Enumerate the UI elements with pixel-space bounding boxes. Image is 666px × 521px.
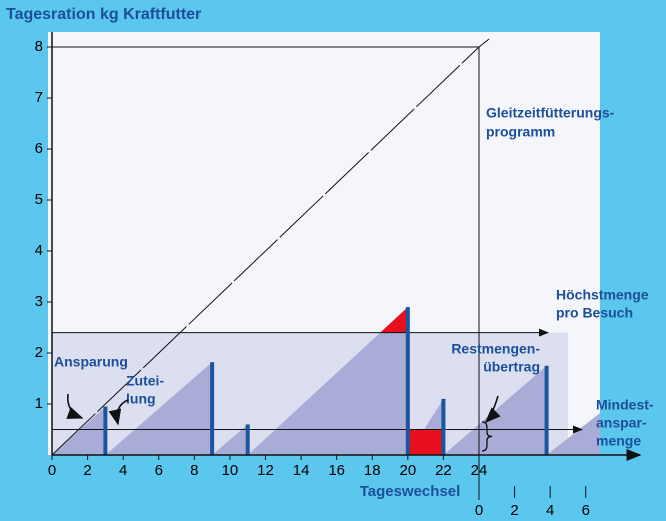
y-tick-label: 7 — [35, 89, 43, 106]
x-tick-label: 22 — [435, 462, 452, 479]
ramp — [546, 413, 600, 455]
min-label: anspar- — [596, 415, 647, 431]
saving-arrow — [66, 393, 84, 419]
allot-arrow — [108, 399, 129, 426]
allocation — [544, 365, 549, 455]
ration-ext — [478, 38, 490, 48]
allocation — [441, 398, 446, 455]
allot-label: Zutei- — [126, 373, 164, 389]
next-day-tick-label: 2 — [510, 502, 518, 519]
max-label: pro Besuch — [556, 305, 633, 321]
x-tick-label: 14 — [293, 462, 310, 479]
y-tick-label: 8 — [35, 38, 43, 55]
x-tick-label: 2 — [83, 462, 91, 479]
x-tick-label: 20 — [399, 462, 416, 479]
chart-title: Tagesration kg Kraftfutter — [6, 6, 201, 23]
allocation — [405, 307, 410, 455]
saving-label: Ansparung — [54, 354, 128, 370]
x-tick-label: 16 — [328, 462, 345, 479]
ration-line — [51, 46, 480, 456]
allot-label: lung — [126, 391, 156, 407]
deficit — [407, 429, 444, 455]
ramp — [247, 307, 408, 455]
allocation — [245, 424, 250, 455]
y-tick-label: 3 — [35, 293, 43, 310]
min-label: Mindest- — [596, 397, 654, 413]
carryover-brace — [481, 421, 493, 452]
program-label: Gleitzeitfütterungs- — [486, 105, 615, 121]
x-tick-label: 8 — [190, 462, 198, 479]
allocation — [103, 406, 108, 455]
program-label: programm — [486, 124, 555, 140]
x-tick-label: 0 — [48, 462, 56, 479]
rest-label: Restmengen- — [451, 341, 540, 357]
x-tick-label: 24 — [471, 462, 488, 479]
y-tick-label: 4 — [35, 242, 43, 259]
allocation — [210, 362, 215, 455]
x-tick-label: 10 — [222, 462, 239, 479]
min-label: menge — [596, 433, 641, 449]
ramp — [105, 362, 213, 455]
x-tick-label: 12 — [257, 462, 274, 479]
next-day-tick-label: 4 — [546, 502, 554, 519]
excess — [380, 307, 408, 333]
y-tick-label: 1 — [35, 395, 43, 412]
y-tick-label: 6 — [35, 140, 43, 157]
max-label: Höchstmenge — [556, 287, 649, 303]
y-tick-label: 5 — [35, 191, 43, 208]
x-tick-label: 6 — [155, 462, 163, 479]
x-tick-label: 4 — [119, 462, 127, 479]
y-tick-label: 2 — [35, 344, 43, 361]
ramp — [212, 424, 248, 455]
next-day-tick-label: 0 — [475, 502, 483, 519]
next-day-tick-label: 6 — [582, 502, 590, 519]
x-axis-label: Tageswechsel — [360, 483, 461, 500]
rest-arrow — [484, 395, 501, 424]
x-tick-label: 18 — [364, 462, 381, 479]
rest-label: übertrag — [483, 359, 540, 375]
